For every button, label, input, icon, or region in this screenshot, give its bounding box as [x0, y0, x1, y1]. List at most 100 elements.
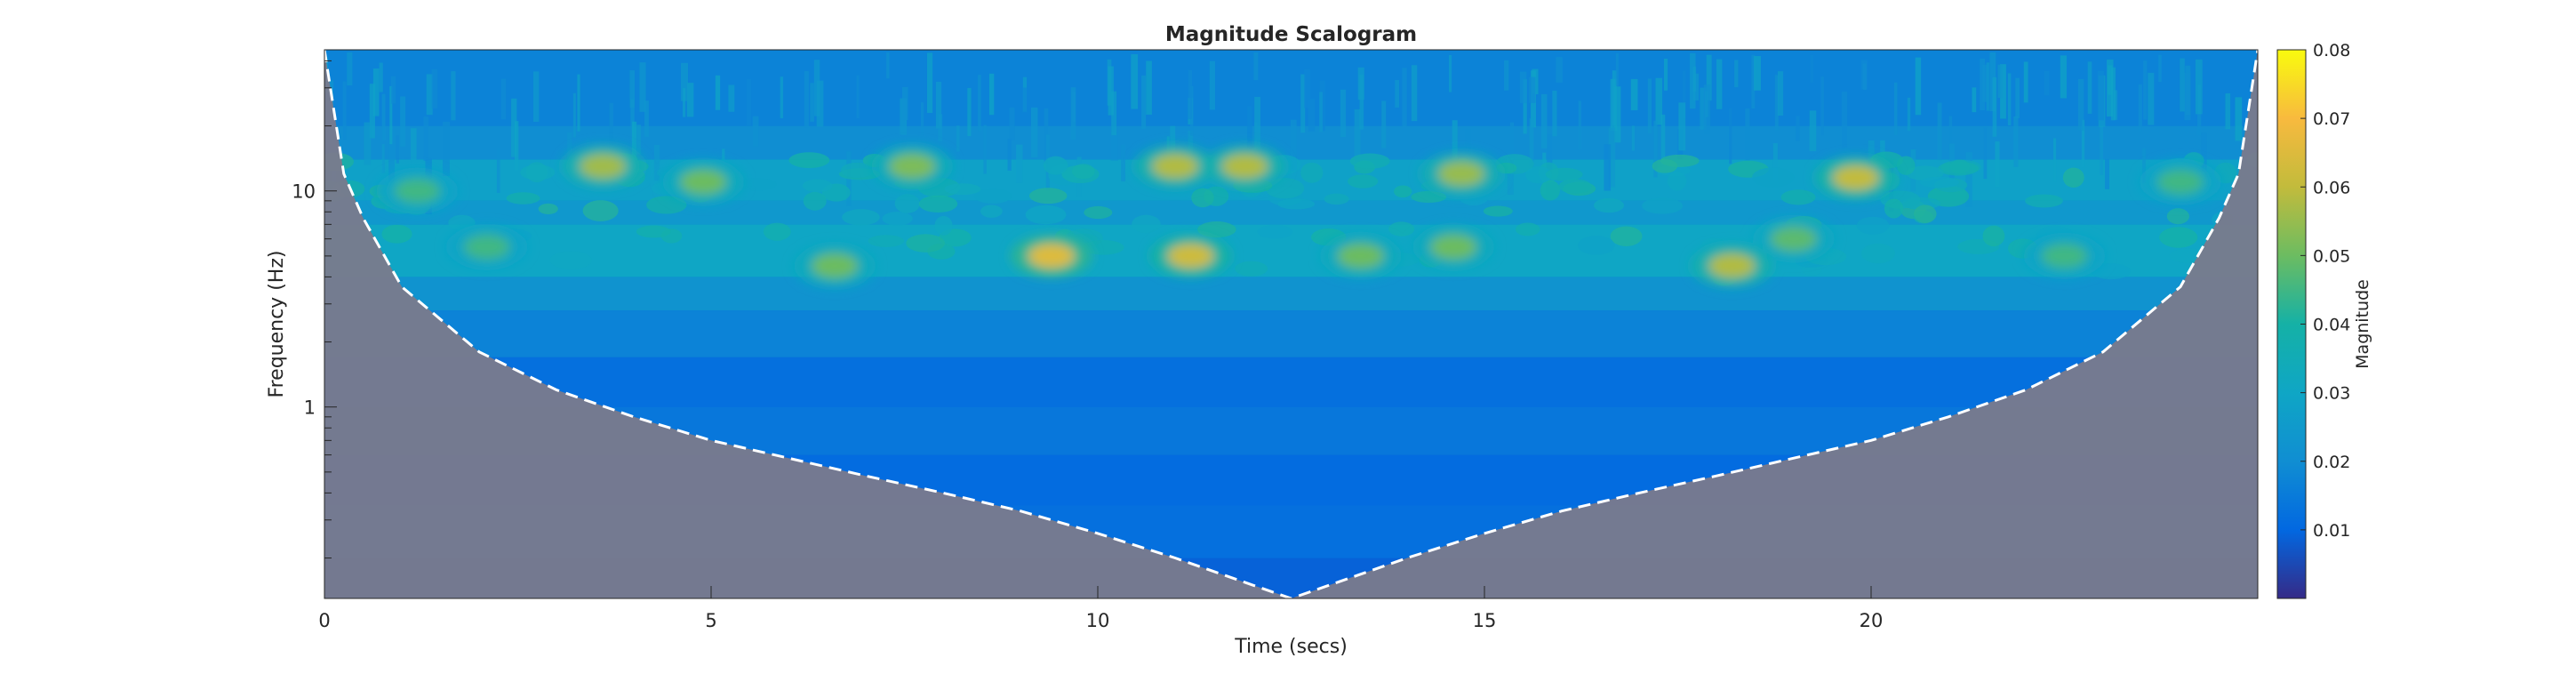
texture-streak: [501, 79, 506, 120]
texture-streak: [2196, 60, 2203, 115]
texture-streak: [1304, 68, 1310, 108]
texture-blob: [1257, 225, 1292, 238]
texture-blob: [2167, 208, 2189, 224]
texture-streak: [1778, 71, 1783, 116]
texture-streak: [1449, 55, 1452, 92]
y-tick-label: 10: [292, 181, 316, 203]
x-tick-label: 10: [1086, 610, 1110, 631]
texture-streak: [1121, 145, 1125, 182]
frequency-band: [324, 310, 2258, 357]
texture-streak: [1022, 87, 1028, 112]
texture-blob: [583, 200, 619, 221]
texture-streak: [411, 128, 416, 174]
colorbar-tick-label: 0.02: [2313, 453, 2350, 472]
texture-streak: [1381, 100, 1386, 148]
texture-blob: [1411, 191, 1446, 203]
texture-streak: [396, 135, 400, 164]
texture-blob: [1484, 206, 1513, 217]
texture-streak: [2158, 55, 2161, 82]
x-tick-label: 15: [1473, 610, 1497, 631]
texture-streak: [1360, 75, 1364, 130]
texture-streak: [2078, 79, 2084, 131]
hotspot: [2157, 170, 2204, 195]
texture-blob: [1072, 164, 1095, 179]
texture-streak: [728, 85, 734, 112]
x-tick-label: 20: [1860, 610, 1884, 631]
texture-streak: [1632, 125, 1635, 150]
texture-blob: [1950, 160, 1970, 174]
texture-blob: [1324, 194, 1349, 205]
texture-streak: [810, 83, 814, 122]
texture-blob: [1668, 172, 1686, 190]
colorbar-tick-label: 0.07: [2313, 109, 2350, 129]
texture-streak: [1810, 110, 1817, 151]
texture-streak: [978, 75, 981, 132]
hotspot: [1708, 253, 1755, 278]
texture-streak: [2148, 73, 2154, 125]
texture-streak: [902, 87, 908, 120]
texture-streak: [577, 75, 580, 132]
texture-blob: [895, 194, 920, 213]
texture-streak: [1842, 92, 1847, 148]
texture-streak: [1995, 141, 1999, 187]
hotspot: [464, 235, 510, 260]
hotspot: [1833, 165, 1879, 190]
texture-blob: [803, 180, 833, 193]
texture-blob: [1084, 206, 1112, 219]
texture-streak: [2088, 61, 2092, 114]
texture-blob: [1781, 189, 1816, 205]
texture-blob: [788, 152, 829, 168]
texture-streak: [1664, 59, 1668, 91]
texture-streak: [1504, 60, 1508, 91]
texture-blob: [1300, 163, 1323, 183]
texture-streak: [1997, 65, 2003, 98]
texture-blob: [841, 163, 874, 178]
frequency-band: [324, 357, 2258, 407]
frequency-band: [324, 50, 2258, 126]
texture-streak: [2235, 97, 2242, 140]
texture-blob: [1983, 226, 2005, 246]
texture-streak: [497, 148, 500, 193]
texture-streak: [1071, 87, 1076, 140]
texture-streak: [1520, 72, 1526, 103]
texture-streak: [2180, 59, 2185, 112]
texture-streak: [2225, 93, 2230, 129]
texture-streak: [886, 52, 890, 78]
texture-streak: [1552, 91, 1556, 136]
hotspot: [1028, 244, 1075, 269]
texture-blob: [520, 164, 555, 180]
x-axis-label: Time (secs): [1234, 636, 1348, 658]
texture-streak: [2105, 159, 2109, 189]
hotspot: [812, 253, 858, 278]
texture-streak: [1938, 103, 1942, 161]
texture-streak: [1734, 60, 1738, 88]
frequency-band: [324, 277, 2258, 310]
texture-blob: [1132, 215, 1160, 233]
texture-blob: [1897, 156, 1916, 174]
plot-area: [308, 50, 2269, 598]
texture-streak: [1412, 65, 1417, 121]
texture-blob: [1594, 198, 1624, 213]
texture-blob: [934, 216, 952, 236]
hotspot: [1152, 154, 1198, 179]
texture-streak: [636, 124, 641, 154]
texture-streak: [2143, 60, 2147, 119]
texture-streak: [1631, 79, 1638, 110]
texture-streak: [1146, 60, 1152, 115]
texture-blob: [868, 235, 905, 247]
texture-streak: [753, 116, 759, 147]
texture-blob: [549, 251, 591, 269]
texture-blob: [1026, 205, 1067, 225]
texture-streak: [432, 69, 437, 108]
texture-streak: [1745, 108, 1749, 160]
texture-streak: [451, 71, 455, 120]
texture-blob: [1558, 179, 1591, 193]
texture-blob: [919, 196, 957, 213]
texture-streak: [1108, 67, 1114, 116]
texture-blob: [1546, 168, 1583, 181]
texture-streak: [2139, 84, 2142, 132]
texture-blob: [1044, 156, 1068, 175]
texture-blob: [842, 209, 880, 225]
texture-streak: [938, 114, 942, 141]
texture-blob: [804, 192, 827, 211]
